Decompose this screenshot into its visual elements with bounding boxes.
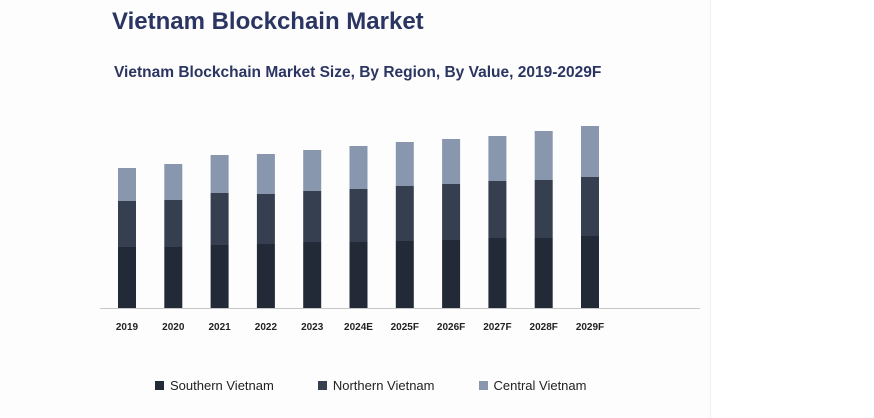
bar-2019-series-0 [118, 247, 136, 308]
legend-item: Northern Vietnam [317, 378, 435, 393]
bar-2029F-series-0 [581, 236, 599, 308]
x-tick-label: 2025F [391, 322, 419, 333]
legend-label: Central Vietnam [493, 378, 587, 393]
bar-2020-series-0 [164, 247, 183, 308]
bar-2025F-series-0 [395, 241, 414, 308]
bar-2019-series-1 [118, 201, 136, 247]
page-title: Vietnam Blockchain Market [112, 8, 424, 35]
bar-2020-series-1 [164, 200, 183, 247]
bar-2029F-series-2 [581, 126, 599, 177]
bar-2029F-series-1 [581, 177, 599, 236]
bar-2025F-series-1 [395, 186, 414, 241]
x-tick-label: 2023 [301, 322, 324, 333]
bar-2028F-series-2 [534, 131, 553, 180]
bar-2025F-series-2 [395, 142, 414, 186]
bar-2019-series-2 [118, 168, 136, 201]
x-tick-label: 2024E [344, 322, 373, 333]
x-tick-label: 2022 [255, 322, 278, 333]
legend-swatch [317, 381, 327, 390]
bar-2023-series-1 [303, 191, 322, 242]
bar-2021-series-0 [210, 245, 229, 308]
bar-2024E-series-2 [349, 146, 368, 189]
bar-2023-series-2 [303, 150, 322, 191]
x-tick-label: 2027F [483, 322, 511, 333]
bar-2027F-series-1 [488, 181, 507, 238]
bar-2024E-series-0 [349, 242, 368, 308]
bar-2021-series-2 [210, 155, 229, 193]
legend-label: Northern Vietnam [332, 378, 435, 393]
x-tick-label: 2026F [437, 322, 465, 333]
legend-swatch [155, 381, 164, 390]
bar-2026F-series-1 [442, 184, 461, 240]
bar-2022-series-2 [256, 154, 275, 194]
bar-2020-series-2 [164, 164, 183, 200]
bar-2026F-series-2 [442, 139, 461, 184]
legend-label: Southern Vietnam [170, 378, 274, 393]
x-tick-label: 2029F [576, 322, 604, 333]
x-tick-label: 2021 [208, 322, 231, 333]
legend-swatch [478, 381, 488, 390]
x-tick-label: 2028F [530, 322, 558, 333]
bar-2028F-series-1 [534, 180, 553, 238]
bar-2023-series-0 [303, 242, 322, 308]
bar-2022-series-0 [256, 244, 275, 308]
bar-2028F-series-0 [534, 238, 553, 308]
x-tick-label: 2019 [116, 322, 139, 333]
x-tick-label: 2020 [162, 322, 185, 333]
bar-2027F-series-2 [488, 136, 507, 181]
bar-2022-series-1 [256, 194, 275, 244]
chart-title: Vietnam Blockchain Market Size, By Regio… [114, 64, 602, 81]
legend-item: Southern Vietnam [155, 378, 274, 393]
bar-2027F-series-0 [488, 238, 507, 308]
legend: Southern Vietnam Northern Vietnam Central … [155, 378, 586, 393]
legend-item: Central Vietnam [478, 378, 587, 393]
bar-2024E-series-1 [349, 189, 368, 242]
bar-2021-series-1 [210, 193, 229, 245]
bar-2026F-series-0 [442, 240, 461, 308]
